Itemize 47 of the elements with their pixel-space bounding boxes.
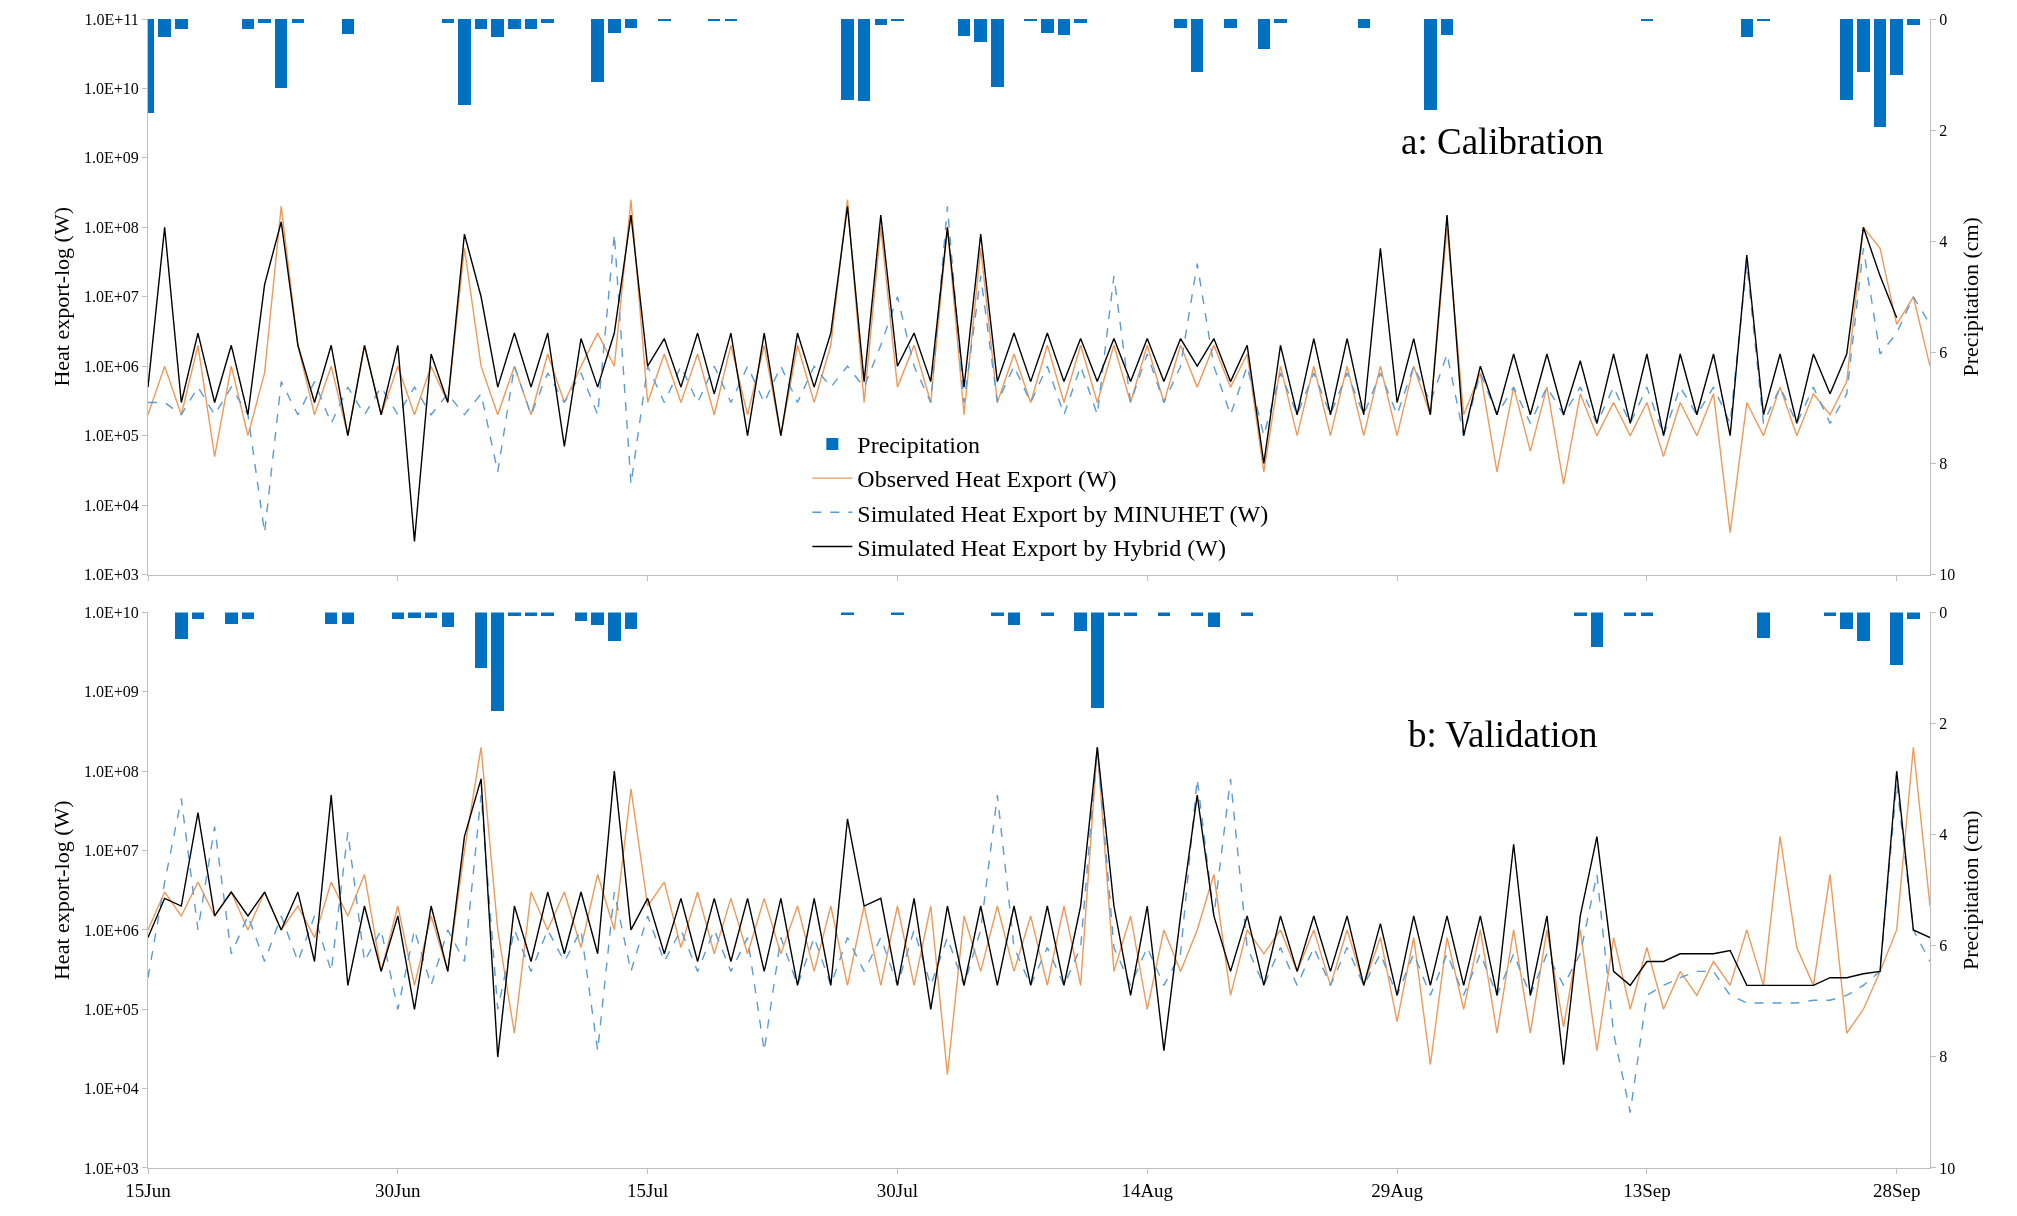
y-axis-title: Heat export-log (W) <box>48 800 74 981</box>
y-tick-label: 1.0E+10 <box>84 604 139 622</box>
y2-tick-label: 8 <box>1939 455 1948 473</box>
y-tick-label: 1.0E+07 <box>84 842 139 860</box>
legend-label: Simulated Heat Export by Hybrid (W) <box>857 534 1226 561</box>
legend-label: Precipitation <box>857 432 980 459</box>
y-tick-label: 1.0E+04 <box>84 1080 139 1098</box>
x-tick-label: 15Jul <box>627 1179 669 1201</box>
y2-tick-label: 4 <box>1939 232 1948 250</box>
legend-label: Simulated Heat Export by MINUHET (W) <box>857 500 1269 527</box>
y2-tick-label: 10 <box>1939 566 1956 584</box>
text: a: Calibration <box>1401 121 1604 162</box>
y-axis-title: Heat export-log (W) <box>48 206 74 387</box>
x-tick-label: 14Aug <box>1121 1179 1174 1201</box>
y-tick-label: 1.0E+08 <box>84 218 139 236</box>
y-tick-label: 1.0E+09 <box>84 149 139 167</box>
y2-tick-label: 0 <box>1939 604 1948 622</box>
y2-tick-label: 6 <box>1939 343 1948 361</box>
y-tick-label: 1.0E+06 <box>84 357 139 375</box>
y-tick-label: 1.0E+07 <box>84 288 139 306</box>
y2-tick-label: 2 <box>1939 715 1948 733</box>
text: b: Validation <box>1408 714 1598 755</box>
y-tick-label: 1.0E+09 <box>84 683 139 701</box>
y2-tick-label: 8 <box>1939 1048 1948 1066</box>
x-tick-label: 30Jun <box>375 1179 421 1201</box>
y-tick-label: 1.0E+05 <box>84 427 139 445</box>
y2-tick-label: 0 <box>1939 10 1948 28</box>
y2-tick-label: 10 <box>1939 1159 1956 1177</box>
y-tick-label: 1.0E+05 <box>84 1000 139 1018</box>
y2-tick-label: 4 <box>1939 826 1948 844</box>
x-tick-label: 15Jun <box>125 1179 172 1201</box>
legend-label: Observed Heat Export (W) <box>857 466 1117 493</box>
y-tick-label: 1.0E+06 <box>84 921 139 939</box>
x-tick-label: 13Sep <box>1623 1179 1671 1201</box>
x-tick-label: 30Jul <box>876 1179 919 1201</box>
y2-tick-label: 2 <box>1939 121 1948 139</box>
x-tick-label: 28Sep <box>1872 1179 1921 1201</box>
y-tick-label: 1.0E+11 <box>84 10 139 28</box>
y-tick-label: 1.0E+10 <box>84 80 139 98</box>
y-tick-label: 1.0E+04 <box>84 496 139 514</box>
y-tick-label: 1.0E+03 <box>84 566 139 584</box>
y2-axis-title: Precipitation (cm) <box>1958 810 1984 970</box>
y2-axis-title: Precipitation (cm) <box>1958 217 1984 377</box>
y2-tick-label: 6 <box>1939 937 1948 955</box>
y-tick-label: 1.0E+03 <box>84 1159 139 1177</box>
y-tick-label: 1.0E+08 <box>84 762 139 780</box>
x-tick-label: 29Aug <box>1371 1179 1424 1201</box>
